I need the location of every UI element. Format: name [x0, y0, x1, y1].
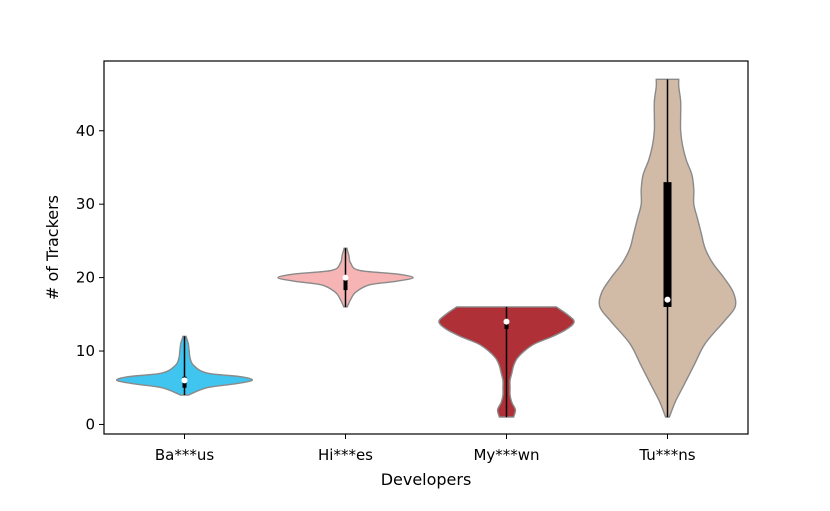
violin-1	[115, 335, 254, 396]
violin-4	[598, 78, 737, 418]
violin-median-dot	[503, 318, 510, 325]
y-tick-label: 40	[76, 122, 95, 140]
x-tick-label: Ba***us	[155, 446, 214, 464]
x-tick-label: Hi***es	[318, 446, 373, 464]
y-tick-label: 30	[76, 195, 95, 213]
violins	[115, 78, 737, 418]
violin-2	[277, 247, 414, 308]
violin-median-dot	[664, 296, 671, 303]
plot-frame	[103, 60, 749, 435]
x-axis-label: Developers	[381, 470, 472, 489]
violin-3	[438, 306, 575, 418]
y-axis: 0 10 20 30 40	[76, 122, 104, 433]
violin-iqr-box	[504, 321, 509, 330]
y-tick-label: 10	[76, 342, 95, 360]
y-axis-label: # of Trackers	[43, 195, 62, 300]
x-tick-label: My***wn	[473, 446, 539, 464]
violin-iqr-box	[343, 277, 348, 291]
violin-median-dot	[342, 274, 349, 281]
y-tick-label: 0	[85, 415, 95, 433]
violin-median-dot	[181, 377, 188, 384]
x-tick-label: Tu***ns	[638, 446, 695, 464]
x-axis: Ba***us Hi***es My***wn Tu***ns	[155, 434, 696, 464]
y-tick-label: 20	[76, 269, 95, 287]
violin-iqr-box	[663, 182, 672, 307]
